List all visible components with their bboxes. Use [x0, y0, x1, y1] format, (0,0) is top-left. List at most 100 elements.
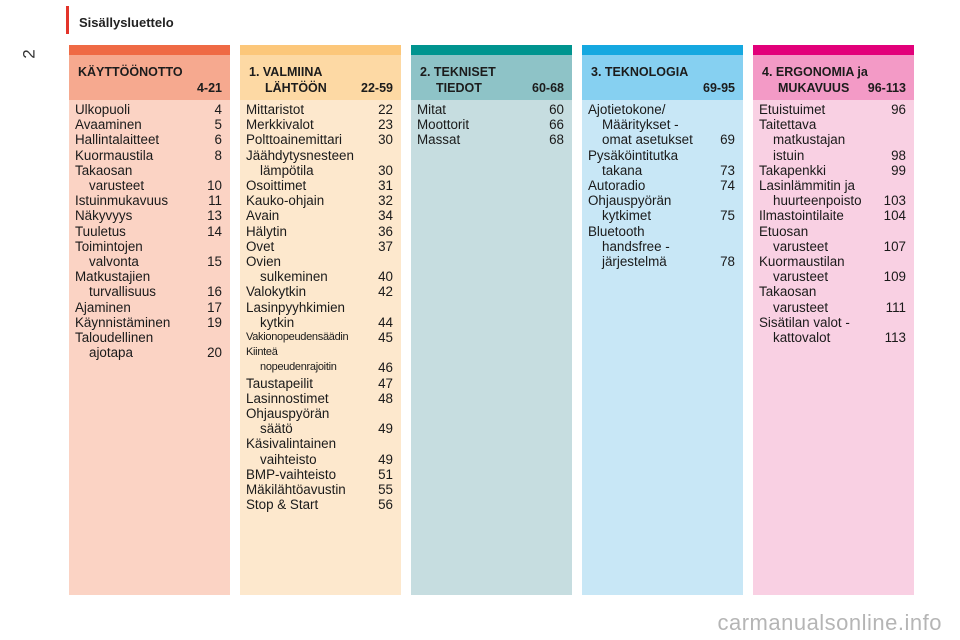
toc-entry[interactable]: Jäähdytysnesteen lämpötila 30 [246, 148, 393, 178]
chapter-color-stripe [582, 45, 743, 55]
chapter-header[interactable]: 4. ERGONOMIA ja MUKAVUUS 96-113 [753, 55, 914, 100]
toc-entry-label: Etuistuimet [759, 102, 826, 117]
toc-entry-label: Käynnistäminen [75, 314, 171, 330]
toc-entry[interactable]: Ovet 37 [246, 239, 393, 254]
chapter-entries: Ajotietokone/Määritykset - omat asetukset… [582, 100, 743, 595]
toc-entry-page: 15 [207, 254, 222, 270]
toc-entry-label: Toimintojen valvonta [75, 238, 143, 270]
toc-entry[interactable]: Autoradio 74 [588, 178, 735, 193]
toc-entry[interactable]: Kiinteä nopeudenrajoitin 46 [246, 345, 393, 375]
toc-entry[interactable]: Ajaminen 17 [75, 300, 222, 315]
toc-entry-page: 44 [378, 314, 393, 330]
toc-entry[interactable]: Merkkivalot 23 [246, 117, 393, 132]
chapter-header[interactable]: 1. VALMIINA LÄHTÖÖN 22-59 [240, 55, 401, 100]
toc-entry[interactable]: Avaaminen 5 [75, 117, 222, 132]
toc-entry[interactable]: Hallintalaitteet 6 [75, 132, 222, 147]
toc-entry[interactable]: Mittaristot 22 [246, 102, 393, 117]
toc-entry[interactable]: Mäkilähtöavustin 55 [246, 482, 393, 497]
chapter-header[interactable]: KÄYTTÖÖNOTTO 4-21 [69, 55, 230, 100]
toc-entry[interactable]: Moottorit 66 [417, 117, 564, 132]
toc-entry-page: 73 [720, 162, 735, 178]
toc-entry[interactable]: Taustapeilit 47 [246, 376, 393, 391]
toc-entry-page: 30 [378, 132, 393, 148]
toc-entry[interactable]: Näkyvyys 13 [75, 208, 222, 223]
toc-entry[interactable]: BMP-vaihteisto 51 [246, 467, 393, 482]
toc-entry[interactable]: Ulkopuoli 4 [75, 102, 222, 117]
toc-entry[interactable]: Käsivalintainen vaihteisto 49 [246, 436, 393, 466]
toc-entry-page: 14 [207, 223, 222, 239]
chapter-column-2: 1. VALMIINA LÄHTÖÖN 22-59 Mittaristot 22 Merk… [240, 45, 401, 595]
toc-entry-label: Lasinlämmitin ja huurteenpoisto [759, 178, 862, 209]
toc-entry[interactable]: Ohjauspyörän säätö 49 [246, 406, 393, 436]
toc-entry[interactable]: Stop & Start 56 [246, 497, 393, 512]
toc-entry-page: 47 [378, 375, 393, 391]
toc-entry[interactable]: Tuuletus 14 [75, 224, 222, 239]
chapter-entries: Ulkopuoli 4 Avaaminen 5 Hallintalaitteet 6 Kuo… [69, 100, 230, 595]
chapter-page-range: 22-59 [361, 81, 393, 95]
toc-entry-label: Massat [417, 132, 461, 148]
toc-entry[interactable]: Lasinnostimet 48 [246, 391, 393, 406]
toc-entry-page: 60 [549, 102, 564, 117]
chapter-column-5: 4. ERGONOMIA ja MUKAVUUS 96-113 Etuistuimet… [753, 45, 914, 595]
toc-entry[interactable]: Kuormaustilan varusteet 109 [759, 254, 906, 284]
toc-entry-page: 51 [378, 466, 393, 482]
chapter-header[interactable]: 2. TEKNISET TIEDOT 60-68 [411, 55, 572, 100]
toc-entry[interactable]: Takaosan varusteet 10 [75, 163, 222, 193]
toc-entry-label: Vakionopeudensäädin [246, 331, 349, 344]
toc-entry[interactable]: Ovien sulkeminen 40 [246, 254, 393, 284]
chapter-header[interactable]: 3. TEKNOLOGIA 69-95 [582, 55, 743, 100]
toc-entry[interactable]: Takaosan varusteet 111 [759, 284, 906, 314]
toc-entry-page: 31 [378, 178, 393, 194]
toc-entry-page: 32 [378, 193, 393, 209]
toc-entry-page: 111 [885, 299, 906, 315]
toc-entry[interactable]: Mitat 60 [417, 102, 564, 117]
toc-entry-page: 4 [214, 102, 222, 117]
toc-entry[interactable]: Bluetooth handsfree - järjestelmä 78 [588, 224, 735, 270]
chapter-color-stripe [69, 45, 230, 55]
toc-entry[interactable]: Vakionopeudensäädin 45 [246, 330, 393, 345]
toc-entry-page: 98 [891, 147, 906, 163]
toc-entry[interactable]: Taitettava matkustajan istuin 98 [759, 117, 906, 163]
toc-entry[interactable]: Lasinpyyhkimien kytkin 44 [246, 300, 393, 330]
toc-entry-page: 99 [891, 162, 906, 178]
toc-entry-page: 66 [549, 117, 564, 133]
toc-entry[interactable]: Takapenkki 99 [759, 163, 906, 178]
toc-entry-label: Taustapeilit [246, 375, 313, 391]
toc-entry[interactable]: Istuinmukavuus 11 [75, 193, 222, 208]
toc-entry[interactable]: Massat 68 [417, 132, 564, 147]
toc-entry[interactable]: Toimintojen valvonta 15 [75, 239, 222, 269]
toc-entry[interactable]: Kuormaustila 8 [75, 148, 222, 163]
toc-entry-label: Merkkivalot [246, 117, 314, 133]
toc-entry-page: 113 [884, 330, 906, 346]
toc-entry-label: Bluetooth handsfree - järjestelmä [588, 223, 670, 270]
toc-entry-page: 107 [883, 238, 906, 254]
toc-entry-page: 109 [883, 269, 906, 285]
toc-entry-page: 42 [378, 284, 393, 300]
toc-entry[interactable]: Polttoainemittari 30 [246, 132, 393, 147]
toc-entry[interactable]: Ohjauspyörän kytkimet 75 [588, 193, 735, 223]
toc-entry[interactable]: Avain 34 [246, 208, 393, 223]
toc-entry[interactable]: Hälytin 36 [246, 224, 393, 239]
chapter-page-range: 60-68 [532, 81, 564, 95]
toc-entry[interactable]: Etuistuimet 96 [759, 102, 906, 117]
toc-entry[interactable]: Sisätilan valot - kattovalot 113 [759, 315, 906, 345]
toc-entry-label: Tuuletus [75, 223, 126, 239]
chapter-title: 2. TEKNISET [420, 65, 496, 79]
toc-entry[interactable]: Osoittimet 31 [246, 178, 393, 193]
toc-entry[interactable]: Pysäköintitutka takana 73 [588, 148, 735, 178]
toc-entry[interactable]: Matkustajien turvallisuus 16 [75, 269, 222, 299]
toc-entry[interactable]: Ilmastointilaite 104 [759, 208, 906, 223]
toc-entry[interactable]: Valokytkin 42 [246, 284, 393, 299]
chapter-column-1: KÄYTTÖÖNOTTO 4-21 Ulkopuoli 4 Avaaminen 5 Hall… [69, 45, 230, 595]
toc-entry-page: 30 [378, 162, 393, 178]
toc-entry[interactable]: Ajotietokone/Määritykset - omat asetukset… [588, 102, 735, 148]
chapter-column-3: 2. TEKNISET TIEDOT 60-68 Mitat 60 Moottorit 66… [411, 45, 572, 595]
toc-entry[interactable]: Lasinlämmitin ja huurteenpoisto 103 [759, 178, 906, 208]
toc-entry[interactable]: Käynnistäminen 19 [75, 315, 222, 330]
toc-entry-label: Takapenkki [759, 162, 826, 178]
toc-entry[interactable]: Taloudellinen ajotapa 20 [75, 330, 222, 360]
toc-entry[interactable]: Kauko-ohjain 32 [246, 193, 393, 208]
toc-entry-label: Kuormaustilan varusteet [759, 254, 845, 285]
toc-entry[interactable]: Etuosan varusteet 107 [759, 224, 906, 254]
watermark-text: carmanualsonline.info [717, 610, 942, 635]
